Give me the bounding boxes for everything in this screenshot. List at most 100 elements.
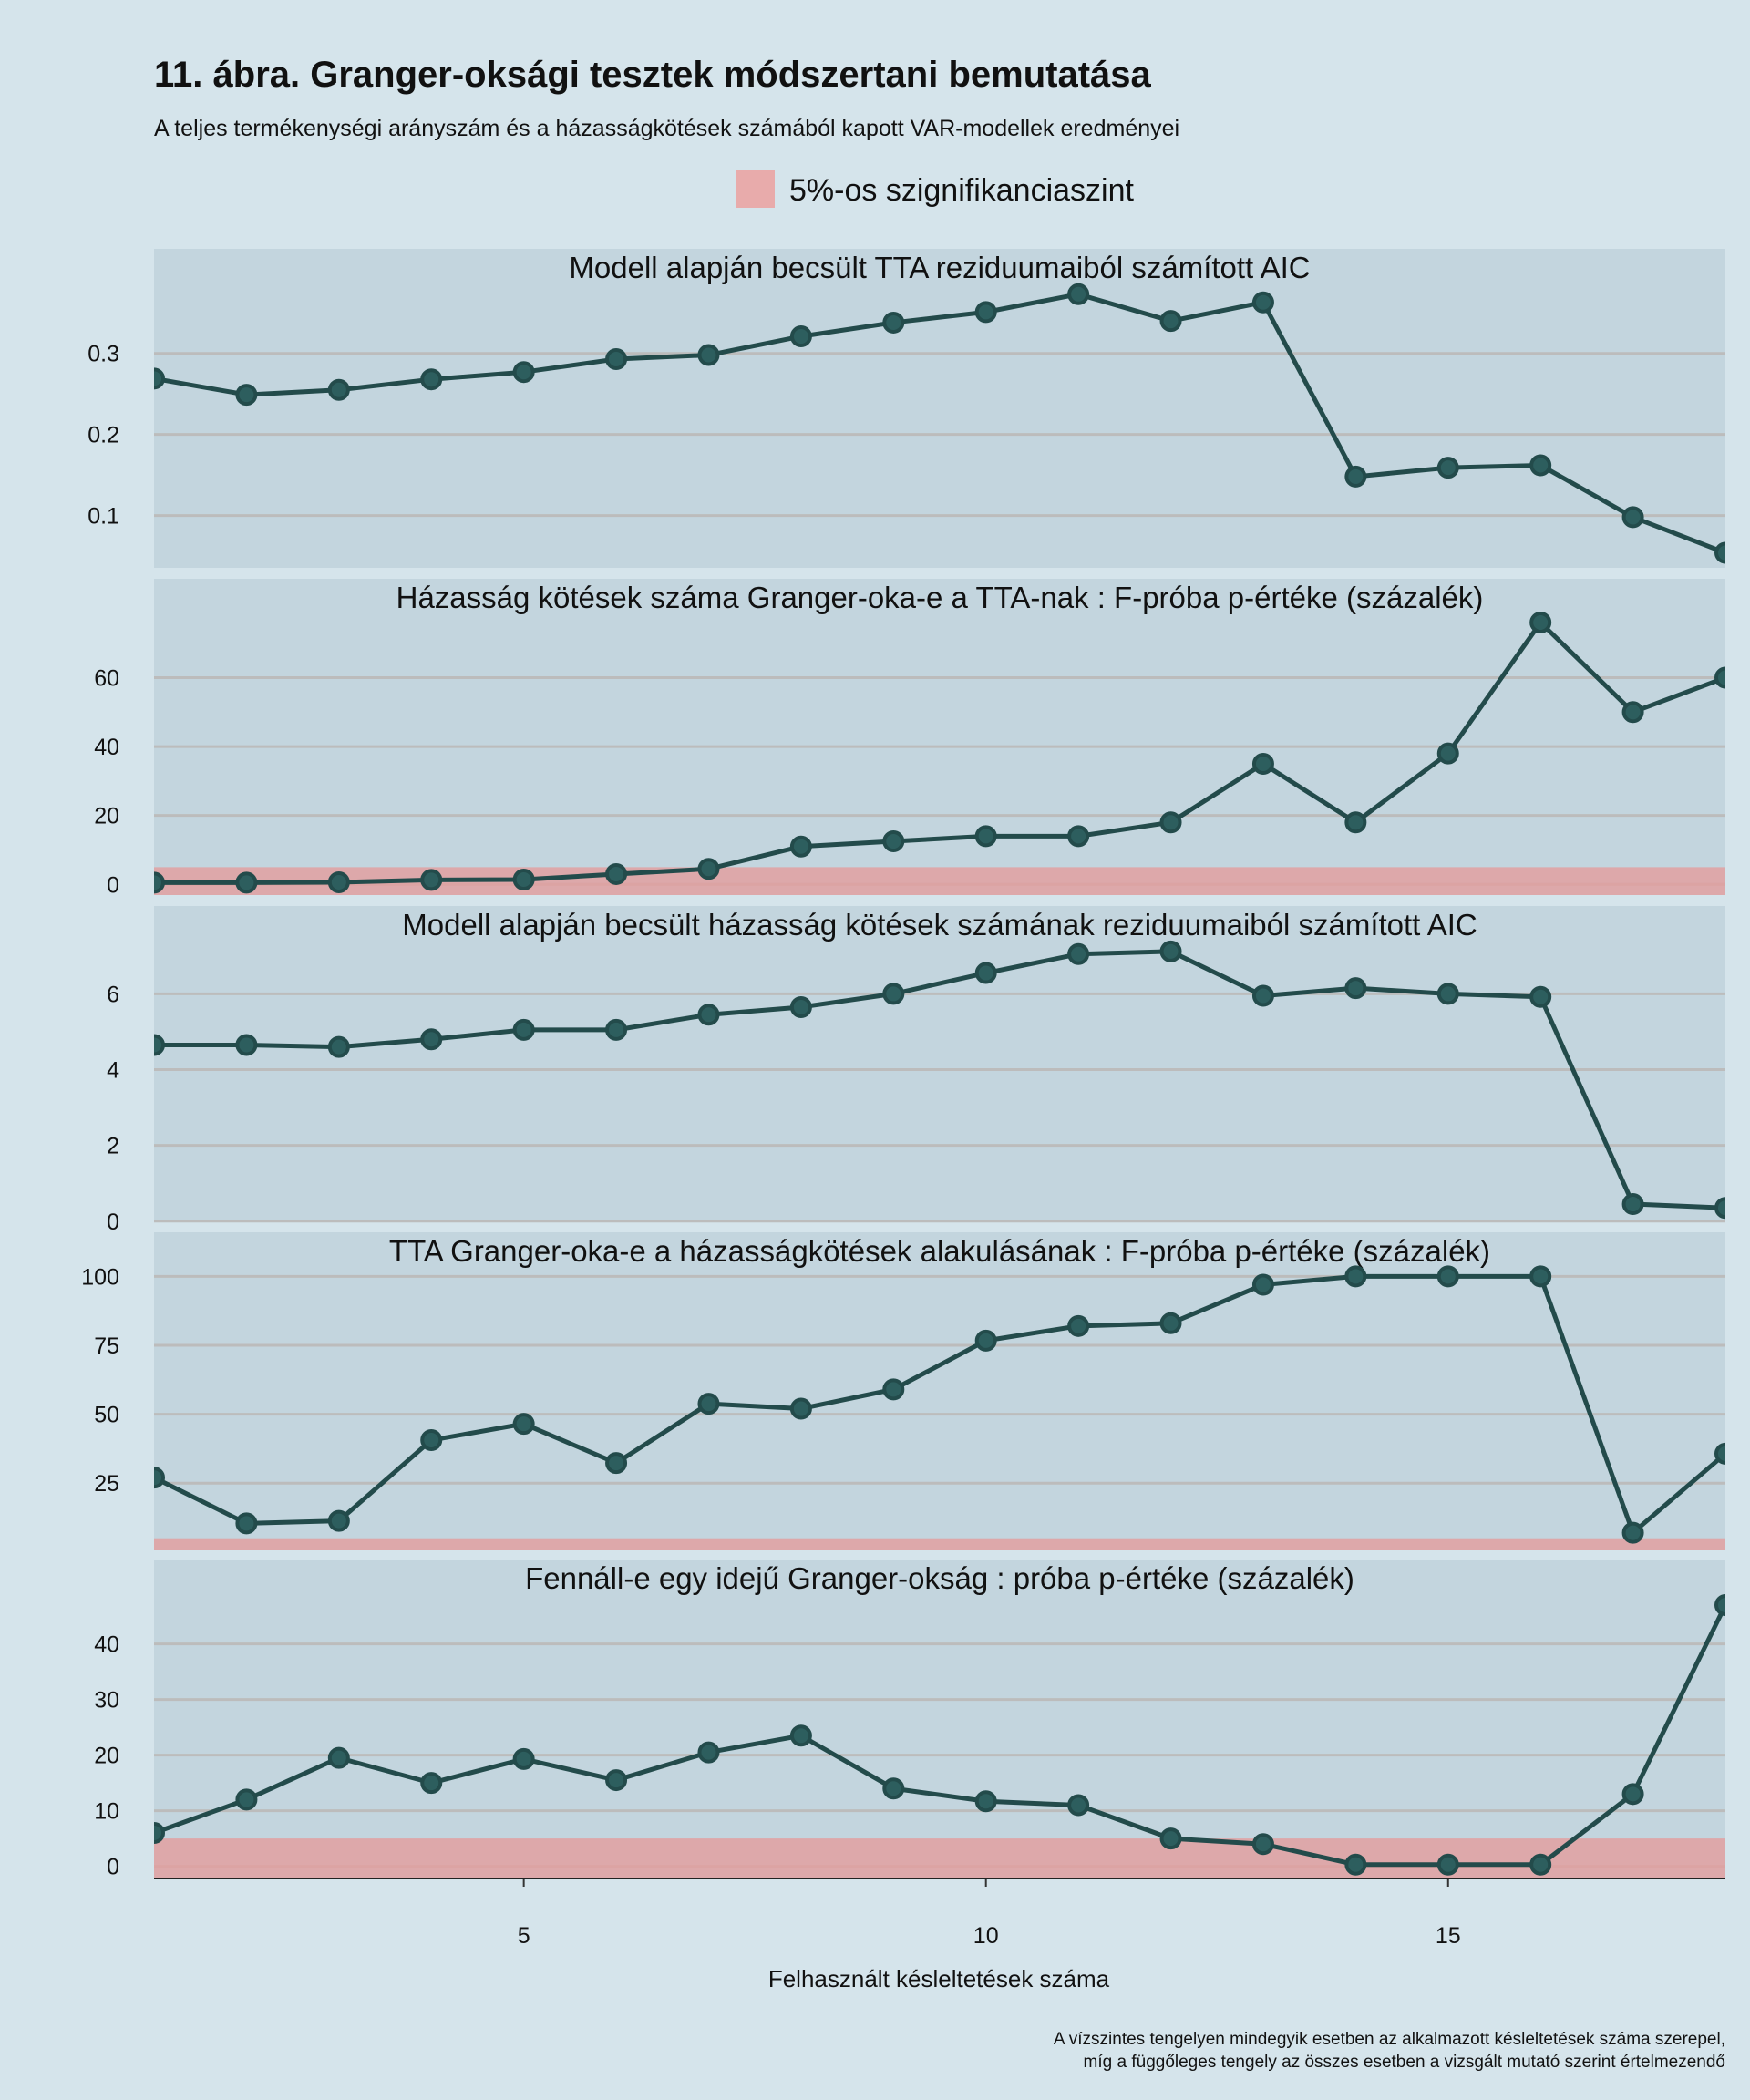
series-line — [154, 1603, 1725, 1868]
data-point — [1067, 942, 1090, 965]
data-point — [1251, 1273, 1274, 1296]
data-point — [1436, 1265, 1459, 1288]
panels: 0.1 0.2 0.3 Modell alapján becsült TTA rezi… — [81, 249, 1725, 1880]
data-point — [1714, 1442, 1725, 1465]
panel-title: Fennáll-e egy idejű Granger-okság : prób… — [525, 1561, 1354, 1595]
data-point — [1067, 283, 1090, 305]
data-point — [235, 871, 258, 894]
y-tick-label: 0.2 — [88, 423, 119, 448]
y-tick-label: 75 — [94, 1333, 119, 1359]
panel-background — [154, 579, 1725, 895]
y-tick-label: 30 — [94, 1688, 119, 1714]
data-point — [1436, 457, 1459, 479]
x-tick-label: 5 — [518, 1923, 530, 1949]
y-tick-label: 40 — [94, 735, 119, 760]
data-point — [605, 347, 628, 370]
data-point — [235, 1512, 258, 1535]
y-tick-label: 0 — [107, 1210, 119, 1235]
series-line — [154, 1273, 1725, 1536]
data-point — [882, 830, 905, 853]
data-point — [512, 1018, 535, 1041]
data-point — [327, 1035, 350, 1058]
x-axis-title: Felhasznált késleltetések száma — [768, 1965, 1110, 1992]
data-point — [882, 1378, 905, 1401]
panel-4: 25 50 75 100 TTA Granger-oka-e a házasságköt… — [81, 1232, 1725, 1550]
data-point — [605, 1769, 628, 1792]
data-point — [1251, 984, 1274, 1007]
panel-2: 0 20 40 60 Házasság kötések száma Granger-ok… — [94, 579, 1725, 898]
legend-label: 5%-os szignifikanciaszint — [789, 173, 1134, 208]
data-point — [697, 1004, 720, 1026]
footnote-line-1: A vízszintes tengelyen mindegyik esetben… — [1054, 2030, 1725, 2049]
panel-background — [154, 906, 1725, 1222]
data-point — [1159, 1827, 1182, 1850]
data-point — [420, 368, 443, 391]
data-point — [1714, 541, 1725, 564]
data-point — [789, 1397, 812, 1420]
data-point — [697, 1741, 720, 1764]
series-line — [154, 292, 1725, 555]
data-point — [420, 1772, 443, 1795]
series — [154, 1594, 1725, 1876]
x-axis: 5 10 15 — [154, 1878, 1725, 1949]
data-point — [882, 1777, 905, 1800]
data-point — [1621, 1783, 1644, 1806]
panel-title: Modell alapján becsült házasság kötések … — [402, 908, 1477, 942]
data-point — [974, 825, 997, 848]
data-point — [974, 962, 997, 984]
data-point — [1344, 977, 1367, 1000]
data-point — [697, 1393, 720, 1415]
panel-title: Házasság kötések száma Granger-oka-e a T… — [396, 581, 1484, 614]
data-point — [1714, 1197, 1725, 1220]
data-point — [1436, 983, 1459, 1005]
data-point — [1067, 1314, 1090, 1337]
y-tick-label: 6 — [107, 982, 119, 1007]
y-tick-label: 25 — [94, 1471, 119, 1497]
y-tick-label: 2 — [107, 1134, 119, 1159]
y-tick-label: 0.3 — [88, 342, 119, 367]
y-tick-label: 100 — [81, 1264, 119, 1290]
data-point — [327, 378, 350, 401]
data-point — [1344, 465, 1367, 488]
data-point — [1344, 1853, 1367, 1876]
data-point — [1159, 310, 1182, 333]
data-point — [154, 1467, 165, 1489]
data-point — [420, 869, 443, 891]
data-point — [789, 995, 812, 1018]
series-line — [154, 620, 1725, 885]
data-point — [1251, 1833, 1274, 1856]
y-tick-label: 0 — [107, 872, 119, 898]
data-point — [789, 1724, 812, 1747]
data-point — [1159, 1312, 1182, 1334]
data-point — [327, 1746, 350, 1769]
x-tick-label: 10 — [973, 1923, 999, 1949]
series — [154, 1265, 1725, 1544]
data-point — [882, 311, 905, 334]
chart-title: 11. ábra. Granger-oksági tesztek módszer… — [154, 55, 1152, 95]
panel-background — [154, 1232, 1725, 1550]
y-tick-label: 0 — [107, 1855, 119, 1880]
footnote-line-2: míg a függőleges tengely az összes esetb… — [1084, 2053, 1725, 2072]
data-point — [1621, 701, 1644, 724]
data-point — [1529, 612, 1552, 634]
data-point — [974, 1790, 997, 1813]
data-point — [974, 1329, 997, 1352]
data-point — [605, 1018, 628, 1041]
y-tick-label: 20 — [94, 1744, 119, 1769]
data-point — [1436, 742, 1459, 765]
data-point — [1529, 985, 1552, 1008]
panel-background — [154, 249, 1725, 568]
y-tick-label: 10 — [94, 1799, 119, 1825]
y-tick-label: 0.1 — [88, 504, 119, 530]
series — [154, 283, 1725, 564]
y-tick-label: 20 — [94, 804, 119, 829]
data-point — [605, 862, 628, 885]
data-point — [1436, 1853, 1459, 1876]
data-point — [1251, 752, 1274, 775]
data-point — [789, 835, 812, 858]
data-point — [235, 1034, 258, 1056]
series — [154, 940, 1725, 1220]
data-point — [154, 1034, 165, 1056]
data-point — [154, 1822, 165, 1844]
legend-key — [736, 170, 775, 208]
